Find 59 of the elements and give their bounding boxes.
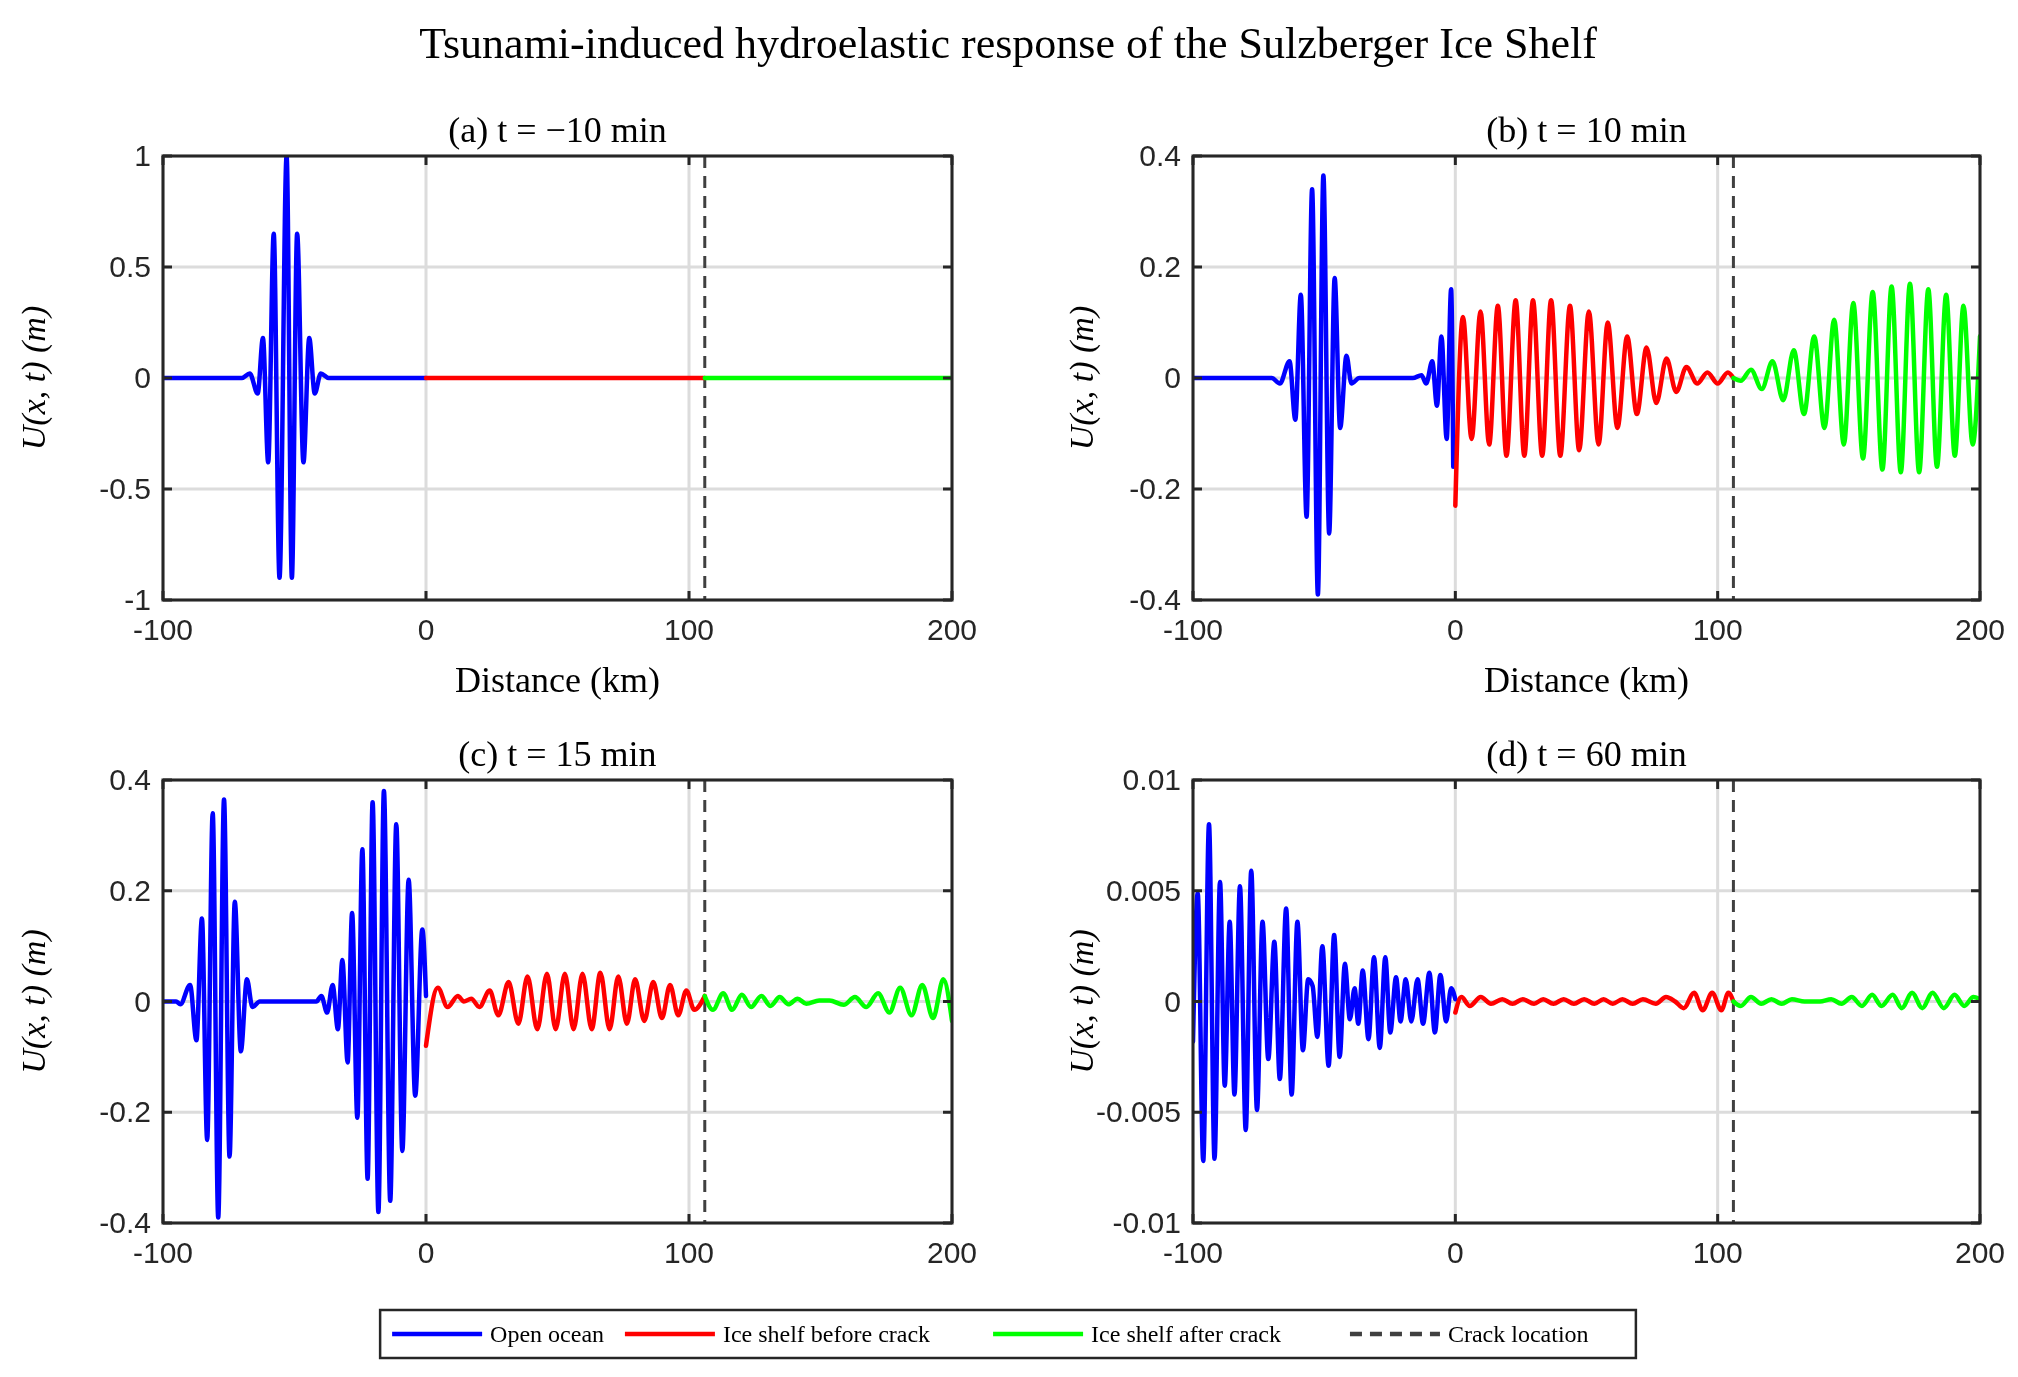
legend-label: Crack location <box>1447 1321 1589 1347</box>
line-series <box>1731 990 1980 1011</box>
y-tick-label: 0 <box>134 361 151 394</box>
y-tick-label: -0.2 <box>99 1095 151 1129</box>
line-series <box>1453 990 1736 1015</box>
x-tick-label: 100 <box>1692 1236 1743 1269</box>
legend-label: Ice shelf before crack <box>722 1321 931 1347</box>
y-tick-label: 0.2 <box>1139 250 1181 283</box>
y-tick-label: -0.5 <box>99 472 151 505</box>
y-tick-label: 0.2 <box>109 873 151 907</box>
y-tick-label: 0 <box>1164 984 1181 1018</box>
legend-label: Ice shelf after crack <box>1091 1321 1281 1347</box>
x-tick-label: 200 <box>926 1236 978 1269</box>
x-tick-label: -100 <box>132 613 194 646</box>
y-tick-label: -0.2 <box>1129 472 1181 505</box>
x-tick-label: 200 <box>926 613 978 646</box>
line-series <box>1193 173 1456 597</box>
y-axis-title: U(x, t) (m) <box>1063 929 1101 1074</box>
x-axis-title: Distance (km) <box>455 660 660 700</box>
line-series <box>1453 298 1736 508</box>
y-tick-label: -0.4 <box>99 1206 151 1239</box>
line-series <box>1731 281 1980 475</box>
y-tick-label: 0 <box>1164 361 1181 394</box>
y-axis-title: U(x, t) (m) <box>1063 305 1101 451</box>
y-tick-label: 0.005 <box>1105 873 1181 907</box>
x-tick-label: -100 <box>132 1236 194 1269</box>
x-tick-label: 100 <box>663 613 715 646</box>
x-tick-label: 100 <box>1692 613 1743 646</box>
y-tick-label: 0.5 <box>109 250 151 283</box>
x-tick-label: 0 <box>1446 613 1464 646</box>
x-tick-label: 0 <box>1446 1236 1464 1269</box>
x-tick-label: 200 <box>1954 1236 2006 1269</box>
x-tick-label: -100 <box>1162 1236 1224 1269</box>
line-series <box>702 977 952 1024</box>
chart-subtitle: (a) t = −10 min <box>448 110 667 150</box>
y-tick-label: 0.01 <box>1122 763 1181 796</box>
chart-title: Tsunami-induced hydroelastic response of the Sulzberger Ice Shelf <box>419 19 1598 68</box>
legend-label: Open ocean <box>490 1321 605 1347</box>
y-tick-label: 0 <box>134 984 151 1018</box>
chart-subtitle: (c) t = 15 min <box>458 734 657 774</box>
x-tick-label: 100 <box>663 1236 715 1269</box>
x-tick-label: -100 <box>1162 613 1224 646</box>
y-tick-label: -1 <box>124 583 151 616</box>
y-tick-label: 0.4 <box>1139 139 1181 172</box>
chart-subtitle: (b) t = 10 min <box>1486 110 1687 150</box>
y-tick-label: 0.4 <box>109 763 151 796</box>
y-tick-label: 1 <box>134 139 151 172</box>
x-tick-label: 200 <box>1954 613 2006 646</box>
y-axis-title: U(x, t) (m) <box>15 929 53 1074</box>
y-tick-label: -0.4 <box>1129 583 1181 616</box>
x-tick-label: 0 <box>417 1236 435 1269</box>
x-tick-label: 0 <box>417 613 435 646</box>
chart-subtitle: (d) t = 60 min <box>1486 734 1687 774</box>
line-series <box>163 788 429 1220</box>
y-tick-label: -0.01 <box>1112 1206 1181 1239</box>
y-tick-label: -0.005 <box>1095 1095 1181 1129</box>
x-axis-title: Distance (km) <box>1484 660 1689 700</box>
y-axis-title: U(x, t) (m) <box>15 305 53 451</box>
line-series <box>1193 822 1458 1164</box>
